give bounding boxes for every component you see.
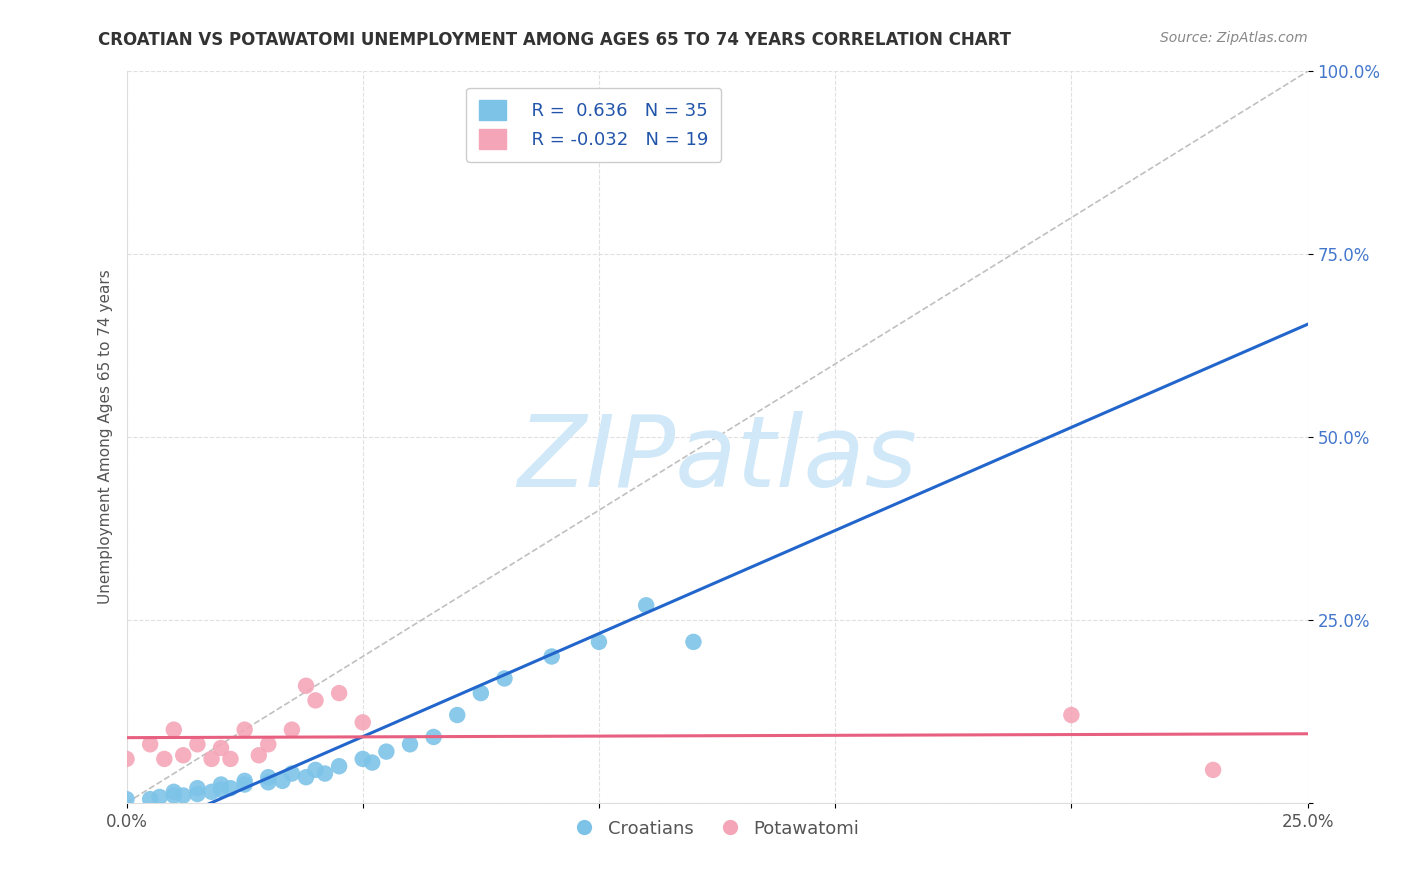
Point bbox=[588, 635, 610, 649]
Point bbox=[257, 775, 280, 789]
Point bbox=[153, 752, 176, 766]
Point bbox=[352, 715, 374, 730]
Point bbox=[209, 740, 232, 755]
Point bbox=[115, 792, 138, 806]
Point bbox=[1202, 763, 1225, 777]
Point bbox=[257, 770, 280, 784]
Point bbox=[257, 737, 280, 751]
Point bbox=[139, 792, 162, 806]
Point bbox=[352, 752, 374, 766]
Point bbox=[163, 789, 186, 803]
Point bbox=[209, 782, 232, 797]
Point bbox=[233, 778, 256, 792]
Point bbox=[399, 737, 422, 751]
Point bbox=[494, 672, 516, 686]
Point bbox=[172, 789, 194, 803]
Point bbox=[281, 723, 304, 737]
Point bbox=[233, 723, 256, 737]
Point bbox=[186, 737, 208, 751]
Point bbox=[219, 781, 242, 796]
Text: CROATIAN VS POTAWATOMI UNEMPLOYMENT AMONG AGES 65 TO 74 YEARS CORRELATION CHART: CROATIAN VS POTAWATOMI UNEMPLOYMENT AMON… bbox=[98, 31, 1011, 49]
Point bbox=[163, 723, 186, 737]
Point bbox=[209, 778, 232, 792]
Point bbox=[682, 635, 704, 649]
Point bbox=[295, 770, 318, 784]
Point bbox=[540, 649, 562, 664]
Point bbox=[422, 730, 444, 744]
Point bbox=[636, 599, 658, 613]
Point bbox=[328, 759, 350, 773]
Point bbox=[304, 763, 326, 777]
Point bbox=[233, 773, 256, 788]
Point bbox=[139, 737, 162, 751]
Text: ZIPatlas: ZIPatlas bbox=[517, 410, 917, 508]
Point bbox=[1060, 708, 1083, 723]
Point bbox=[446, 708, 468, 723]
Legend: Croatians, Potawatomi: Croatians, Potawatomi bbox=[568, 813, 866, 845]
Point bbox=[200, 785, 222, 799]
Y-axis label: Unemployment Among Ages 65 to 74 years: Unemployment Among Ages 65 to 74 years bbox=[97, 269, 112, 605]
Point bbox=[186, 781, 208, 796]
Point bbox=[314, 766, 336, 780]
Point bbox=[375, 745, 398, 759]
Point bbox=[271, 773, 294, 788]
Point bbox=[247, 748, 270, 763]
Point bbox=[172, 748, 194, 763]
Point bbox=[361, 756, 384, 770]
Point bbox=[281, 766, 304, 780]
Point bbox=[328, 686, 350, 700]
Point bbox=[470, 686, 492, 700]
Text: Source: ZipAtlas.com: Source: ZipAtlas.com bbox=[1160, 31, 1308, 45]
Point bbox=[149, 789, 172, 804]
Point bbox=[115, 752, 138, 766]
Point bbox=[200, 752, 222, 766]
Point bbox=[186, 787, 208, 801]
Point bbox=[219, 752, 242, 766]
Point bbox=[163, 785, 186, 799]
Point bbox=[295, 679, 318, 693]
Point bbox=[304, 693, 326, 707]
